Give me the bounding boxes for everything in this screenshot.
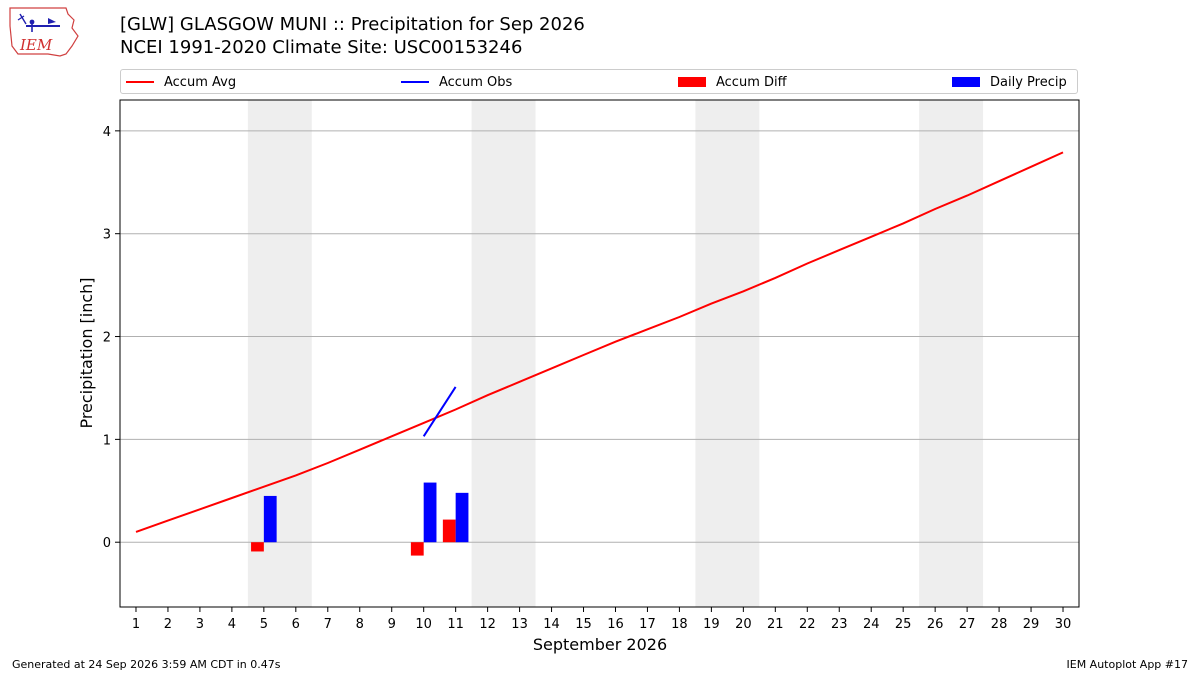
legend-label-accum-avg: Accum Avg	[164, 74, 237, 90]
x-tick-label: 10	[415, 617, 432, 632]
series-lines	[135, 151, 1064, 533]
x-tick-label: 16	[607, 617, 624, 632]
x-tick-label: 14	[543, 617, 560, 632]
x-tick-label: 30	[1055, 617, 1072, 632]
legend: Accum Avg Accum Obs Accum Diff Daily Pre…	[120, 69, 1078, 94]
bar-accum-diff	[442, 519, 456, 543]
y-axis: 0 1 2 3 4	[103, 125, 120, 551]
legend-label-accum-diff: Accum Diff	[716, 74, 787, 90]
x-tick-label: 12	[479, 617, 496, 632]
y-gridlines	[120, 130, 1079, 543]
x-tick-label: 9	[388, 617, 396, 632]
y-tick-label: 0	[103, 536, 111, 551]
footer-app: IEM Autoplot App #17	[1066, 658, 1189, 671]
x-tick-label: 2	[164, 617, 172, 632]
bar-daily-precip	[455, 492, 469, 543]
weekend-band	[919, 100, 984, 607]
plot-frame	[119, 99, 1080, 608]
chart-title: [GLW] GLASGOW MUNI :: Precipitation for …	[120, 13, 585, 59]
bar-daily-precip	[263, 495, 277, 543]
legend-label-daily-precip: Daily Precip	[990, 74, 1067, 90]
x-tick-label: 25	[895, 617, 912, 632]
x-tick-label: 26	[927, 617, 944, 632]
legend-swatch-daily-precip	[952, 77, 980, 87]
x-tick-label: 3	[196, 617, 204, 632]
weekend-band	[695, 100, 760, 607]
footer-generated: Generated at 24 Sep 2026 3:59 AM CDT in …	[12, 658, 281, 671]
x-tick-label: 11	[447, 617, 464, 632]
y-tick-label: 2	[103, 331, 111, 346]
y-tick-label: 3	[103, 228, 111, 243]
legend-item-accum-obs: Accum Obs	[401, 73, 512, 91]
legend-item-daily-precip: Daily Precip	[952, 73, 1067, 91]
bars	[251, 482, 469, 556]
x-tick-label: 23	[831, 617, 848, 632]
bar-accum-diff	[410, 542, 424, 556]
legend-swatch-accum-avg	[126, 81, 154, 83]
x-tick-label: 8	[356, 617, 364, 632]
line-accum-avg	[135, 151, 1064, 533]
x-axis-label: September 2026	[533, 635, 667, 654]
y-tick-label: 1	[103, 433, 111, 448]
legend-item-accum-avg: Accum Avg	[126, 73, 236, 91]
x-tick-label: 15	[575, 617, 592, 632]
x-tick-label: 5	[260, 617, 268, 632]
title-line-2: NCEI 1991-2020 Climate Site: USC00153246	[120, 37, 523, 58]
weekend-band	[247, 100, 312, 607]
x-tick-label: 28	[991, 617, 1008, 632]
logo-text: IEM	[19, 36, 53, 54]
bar-accum-diff	[251, 542, 264, 552]
x-tick-label: 27	[959, 617, 976, 632]
x-tick-label: 17	[639, 617, 656, 632]
legend-item-accum-diff: Accum Diff	[678, 73, 787, 91]
x-tick-label: 1	[132, 617, 140, 632]
y-tick-label: 4	[103, 125, 111, 140]
iem-logo: IEM	[9, 7, 79, 57]
x-tick-label: 21	[767, 617, 784, 632]
x-tick-label: 19	[703, 617, 720, 632]
legend-label-accum-obs: Accum Obs	[439, 74, 513, 90]
bar-daily-precip	[423, 482, 437, 543]
x-tick-label: 18	[671, 617, 688, 632]
x-tick-label: 22	[799, 617, 816, 632]
weekend-band	[471, 100, 536, 607]
x-tick-label: 24	[863, 617, 880, 632]
x-tick-label: 29	[1023, 617, 1040, 632]
title-line-1: [GLW] GLASGOW MUNI :: Precipitation for …	[120, 14, 585, 35]
x-tick-label: 7	[324, 617, 332, 632]
legend-swatch-accum-diff	[678, 77, 706, 87]
line-accum-obs	[422, 386, 457, 437]
x-tick-label: 6	[292, 617, 300, 632]
x-tick-label: 13	[511, 617, 528, 632]
x-tick-label: 4	[228, 617, 236, 632]
x-axis: 1 2 3 4 5 6 7 8 9 10 11 12 13 14 15 16 17 18 19 20 21 22 23 24 2…	[132, 607, 1071, 632]
legend-swatch-accum-obs	[401, 81, 429, 83]
x-tick-label: 20	[735, 617, 752, 632]
weekend-shading	[247, 100, 984, 607]
y-axis-label: Precipitation [inch]	[77, 277, 96, 428]
